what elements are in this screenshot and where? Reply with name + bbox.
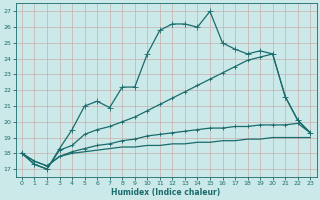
X-axis label: Humidex (Indice chaleur): Humidex (Indice chaleur): [111, 188, 221, 197]
